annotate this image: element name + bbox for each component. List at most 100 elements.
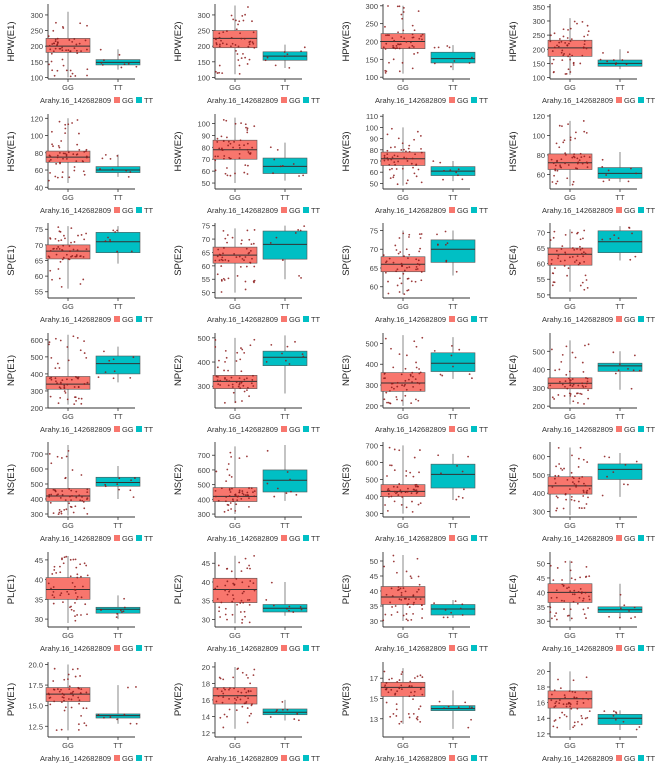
legend-swatch-tt xyxy=(637,754,644,761)
data-point xyxy=(575,696,578,699)
data-point xyxy=(390,464,393,467)
y-tick-label: 45 xyxy=(369,572,377,581)
data-point xyxy=(68,496,71,498)
data-point xyxy=(578,596,581,599)
data-point xyxy=(103,59,105,61)
data-point xyxy=(243,590,246,593)
legend: Arahy.16_142682809 GG TT xyxy=(542,644,656,653)
data-point xyxy=(420,617,423,619)
legend-label-tt: TT xyxy=(144,96,154,105)
data-point xyxy=(582,491,585,494)
data-point xyxy=(407,46,410,49)
data-point xyxy=(416,486,419,488)
data-point xyxy=(231,42,234,45)
legend-label-tt: TT xyxy=(144,315,154,324)
data-point xyxy=(218,359,221,362)
data-point xyxy=(71,469,74,472)
y-tick-label: 100 xyxy=(532,74,545,83)
legend-title: Arahy.16_142682809 xyxy=(542,534,613,543)
data-point xyxy=(586,397,589,400)
legend-label-gg: GG xyxy=(289,425,301,434)
legend-title: Arahy.16_142682809 xyxy=(40,534,111,543)
data-point xyxy=(238,376,241,379)
y-axis-label: NP(E2) xyxy=(173,355,184,386)
data-point xyxy=(272,171,275,174)
data-point xyxy=(385,475,388,478)
data-point xyxy=(285,359,288,362)
data-point xyxy=(452,60,455,62)
data-point xyxy=(408,150,411,153)
data-point xyxy=(56,37,59,40)
data-point xyxy=(217,155,220,157)
y-tick-label: 75 xyxy=(35,225,43,234)
data-point xyxy=(73,47,76,49)
legend-label-tt: TT xyxy=(311,534,321,543)
data-point xyxy=(552,161,555,164)
data-point xyxy=(228,474,231,477)
data-point xyxy=(235,698,238,701)
legend-swatch-gg xyxy=(281,206,288,213)
y-tick-label: 250 xyxy=(365,20,378,29)
data-point xyxy=(606,60,608,63)
data-point xyxy=(398,237,400,240)
data-point xyxy=(226,618,229,621)
y-tick-label: 100 xyxy=(532,131,545,140)
data-point xyxy=(550,259,553,261)
data-point xyxy=(49,703,52,705)
data-point xyxy=(59,571,62,574)
data-point xyxy=(385,149,388,152)
data-point xyxy=(271,581,273,584)
legend-label-gg: GG xyxy=(289,206,301,215)
data-point xyxy=(67,49,70,52)
data-point xyxy=(52,50,55,53)
legend: Arahy.16_142682809 GG TT xyxy=(542,206,656,215)
data-point xyxy=(549,34,552,37)
data-point xyxy=(241,380,243,383)
data-point xyxy=(266,483,269,485)
data-point xyxy=(549,384,551,387)
data-point xyxy=(67,673,70,676)
data-point xyxy=(549,564,552,567)
data-point xyxy=(49,502,52,505)
data-point xyxy=(414,268,417,271)
legend: Arahy.16_142682809 GG TT xyxy=(375,425,489,434)
data-point xyxy=(574,131,577,133)
data-point xyxy=(250,243,253,246)
data-point xyxy=(468,705,471,708)
data-point xyxy=(554,182,557,185)
data-point xyxy=(570,499,573,502)
x-tick-label: GG xyxy=(564,631,576,640)
legend-swatch-tt xyxy=(303,96,310,103)
data-point xyxy=(404,491,406,494)
data-point xyxy=(232,594,235,597)
data-point xyxy=(286,607,289,610)
data-point xyxy=(243,390,246,393)
data-point xyxy=(554,167,556,170)
data-point xyxy=(246,491,249,494)
x-tick-label: GG xyxy=(564,741,576,750)
data-point xyxy=(299,606,302,608)
data-point xyxy=(233,253,236,255)
data-point xyxy=(564,151,566,154)
data-point xyxy=(433,62,436,65)
legend-swatch-gg xyxy=(113,425,120,432)
data-point xyxy=(569,702,572,705)
data-point xyxy=(576,157,578,159)
data-point xyxy=(85,149,87,152)
data-point xyxy=(248,41,251,43)
data-point xyxy=(561,469,563,472)
data-point xyxy=(85,356,88,359)
data-point xyxy=(395,167,398,170)
data-point xyxy=(109,157,112,160)
y-tick-label: 300 xyxy=(365,381,378,390)
data-point xyxy=(75,496,78,499)
legend-swatch-gg xyxy=(448,425,455,432)
data-point xyxy=(246,63,249,65)
data-point xyxy=(228,384,230,387)
y-tick-label: 65 xyxy=(536,244,544,253)
data-point xyxy=(54,490,57,492)
data-point xyxy=(390,614,392,616)
legend-label-gg: GG xyxy=(122,315,134,324)
